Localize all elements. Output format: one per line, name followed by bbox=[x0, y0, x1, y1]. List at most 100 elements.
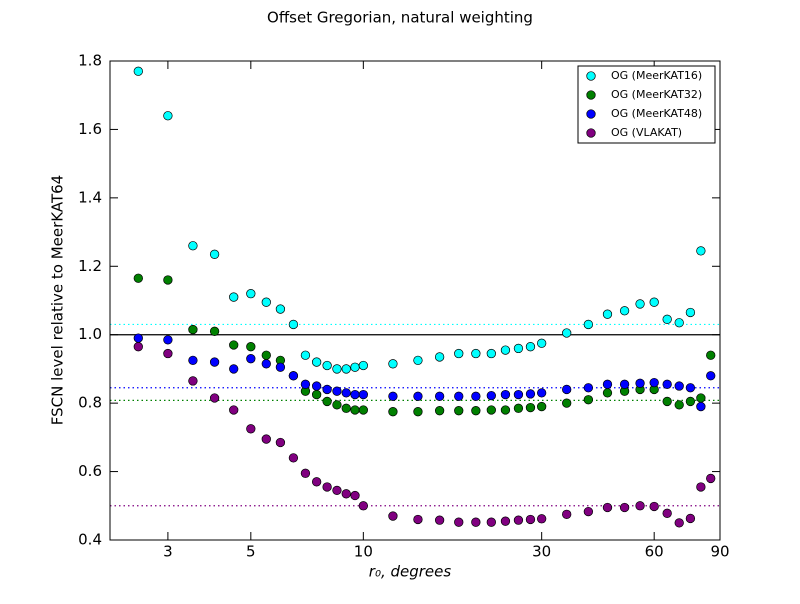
data-point bbox=[388, 359, 398, 369]
x-axis-label: r₀, degrees bbox=[369, 563, 452, 581]
data-point bbox=[685, 396, 696, 407]
data-point bbox=[275, 304, 286, 314]
data-point bbox=[311, 389, 322, 400]
data-point bbox=[209, 326, 220, 336]
data-point bbox=[537, 388, 547, 398]
data-point bbox=[133, 342, 143, 352]
data-point bbox=[413, 355, 423, 366]
data-point bbox=[332, 400, 342, 410]
data-point bbox=[486, 405, 496, 415]
data-point bbox=[133, 273, 143, 283]
data-point bbox=[288, 371, 299, 381]
data-point bbox=[311, 357, 322, 367]
data-point bbox=[341, 388, 351, 398]
y-tick-label: 1.4 bbox=[78, 188, 102, 206]
data-point bbox=[486, 390, 496, 401]
y-tick-label: 0.6 bbox=[78, 462, 102, 480]
data-point bbox=[229, 340, 239, 350]
data-point bbox=[434, 391, 445, 401]
data-point bbox=[229, 364, 239, 374]
data-point bbox=[341, 489, 351, 499]
data-point bbox=[358, 501, 368, 511]
data-point bbox=[619, 502, 630, 513]
data-point bbox=[246, 342, 256, 352]
data-point bbox=[358, 360, 368, 371]
data-point bbox=[341, 364, 351, 374]
data-point bbox=[229, 292, 239, 302]
data-point bbox=[163, 335, 173, 345]
data-point bbox=[685, 383, 696, 393]
data-point bbox=[261, 350, 271, 360]
data-point bbox=[413, 391, 423, 401]
data-point bbox=[188, 355, 198, 366]
data-point bbox=[332, 485, 342, 496]
data-point bbox=[525, 402, 536, 413]
data-point bbox=[513, 389, 524, 400]
data-point bbox=[434, 352, 445, 362]
data-point bbox=[288, 453, 299, 463]
data-point bbox=[649, 501, 659, 512]
data-point bbox=[246, 354, 256, 364]
data-point bbox=[133, 333, 143, 343]
data-point bbox=[674, 400, 684, 410]
data-point bbox=[662, 396, 672, 407]
data-point bbox=[674, 318, 684, 328]
x-tick-label: 90 bbox=[710, 543, 729, 561]
data-point bbox=[583, 383, 594, 393]
data-point bbox=[246, 424, 256, 434]
data-point bbox=[635, 501, 645, 511]
data-point bbox=[454, 348, 464, 359]
data-point bbox=[525, 514, 536, 525]
x-tick-label: 30 bbox=[532, 543, 551, 561]
data-point bbox=[413, 407, 423, 417]
data-point bbox=[513, 515, 524, 525]
y-tick-label: 1.8 bbox=[78, 52, 102, 70]
data-point bbox=[229, 405, 239, 415]
legend-label: OG (MeerKAT16) bbox=[611, 69, 702, 82]
chart-title: Offset Gregorian, natural weighting bbox=[267, 9, 533, 27]
data-point bbox=[513, 343, 524, 354]
data-point bbox=[332, 364, 342, 374]
data-point bbox=[602, 388, 613, 398]
data-point bbox=[454, 517, 464, 527]
data-point bbox=[311, 381, 322, 391]
data-point bbox=[662, 508, 672, 518]
data-point bbox=[562, 398, 572, 408]
data-point bbox=[662, 314, 672, 324]
data-point bbox=[434, 515, 445, 525]
data-point bbox=[562, 328, 572, 338]
data-point bbox=[188, 376, 198, 386]
data-point bbox=[583, 506, 594, 517]
data-point bbox=[261, 359, 271, 369]
data-point bbox=[562, 384, 572, 395]
legend-marker bbox=[586, 90, 596, 100]
data-point bbox=[311, 477, 322, 487]
data-point bbox=[133, 66, 143, 76]
data-point bbox=[388, 511, 398, 521]
data-point bbox=[388, 391, 398, 401]
legend-marker bbox=[586, 109, 596, 119]
legend-box bbox=[577, 65, 716, 144]
y-axis-label: FSCN level relative to MeerKAT64 bbox=[49, 175, 67, 425]
x-tick-label: 60 bbox=[645, 543, 664, 561]
legend-marker bbox=[586, 128, 596, 138]
data-point bbox=[163, 275, 173, 285]
data-point bbox=[486, 517, 496, 527]
data-point bbox=[525, 342, 536, 352]
data-point bbox=[471, 348, 481, 359]
data-point bbox=[288, 319, 299, 330]
data-point bbox=[358, 389, 368, 400]
y-tick-label: 0.8 bbox=[78, 394, 102, 412]
data-point bbox=[358, 405, 368, 415]
y-tick-label: 1.2 bbox=[78, 257, 102, 275]
data-point bbox=[300, 468, 311, 478]
data-point bbox=[696, 482, 706, 492]
data-point bbox=[209, 393, 220, 403]
data-point bbox=[619, 306, 630, 316]
data-point bbox=[413, 514, 423, 525]
data-point bbox=[188, 324, 198, 335]
data-point bbox=[471, 517, 481, 527]
data-point bbox=[562, 509, 572, 519]
x-tick-label: 3 bbox=[163, 543, 173, 561]
